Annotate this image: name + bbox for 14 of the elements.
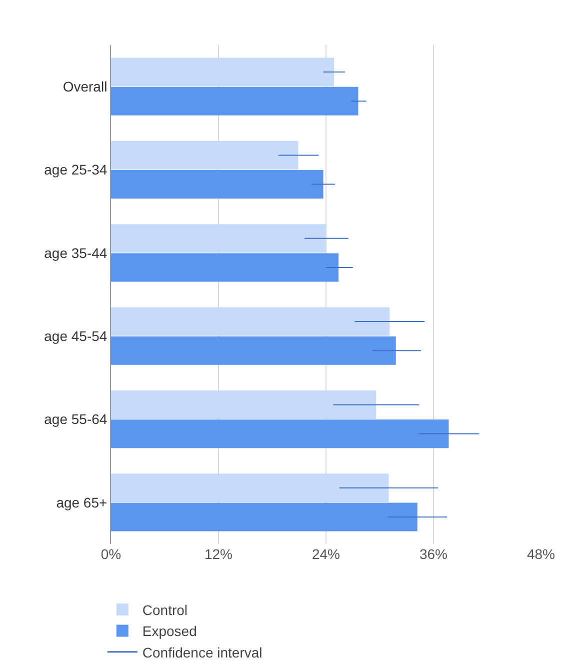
y-tick-label: age 25-34 [44,162,108,178]
y-tick-label: age 45-54 [44,328,108,344]
x-tick-label: 0% [100,546,122,562]
legend-label: Control [142,602,188,618]
legend-label: Exposed [142,623,197,640]
x-tick-label: 36% [419,546,448,562]
x-tick-label: 48% [526,546,556,562]
x-tick-label: 24% [312,546,340,562]
text: Confidence interval [142,644,262,660]
y-tick-label: age 65+ [56,494,108,510]
y-tick-label: age 55-64 [44,411,108,428]
x-tick-label: 12% [204,546,233,562]
y-tick-label: age 35-44 [44,244,108,261]
y-tick-label: Overall [62,78,108,94]
